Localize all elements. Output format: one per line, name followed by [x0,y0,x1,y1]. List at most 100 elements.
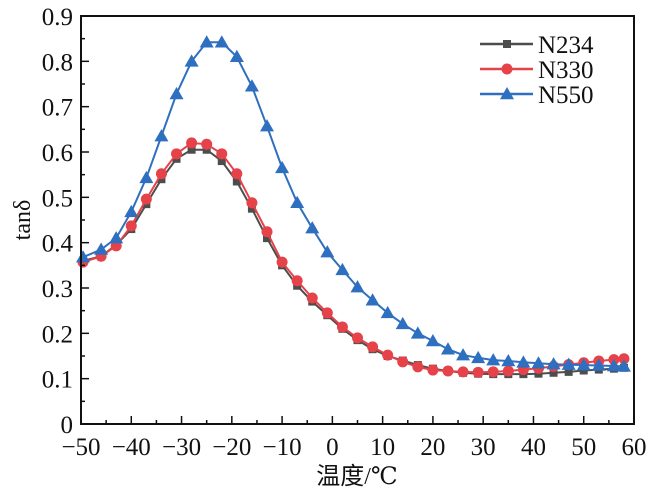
x-tick-label: −10 [263,434,302,461]
data-point-n330 [321,307,333,319]
legend-marker-triangle [500,87,514,100]
data-point-n234 [564,367,573,376]
data-point-n234 [263,234,272,243]
x-tick-label: 50 [571,434,596,461]
series-n234 [79,145,628,379]
legend-label: N550 [538,82,594,109]
y-tick-label: 0.1 [42,367,73,394]
data-point-n550 [440,342,455,355]
data-point-n330 [352,332,363,344]
y-tick-label: 0.7 [42,95,73,122]
data-point-n550 [606,358,621,372]
data-point-n550 [576,358,591,371]
series-n330 [77,137,630,378]
data-point-n330 [276,256,288,268]
x-axis-ticks [80,416,635,424]
x-tick-label: 10 [370,434,395,461]
data-point-n330 [618,353,630,365]
y-tick-label: 0.9 [42,4,73,31]
data-point-n550 [425,334,440,347]
y-axis-tick-labels: 0 0.1 0.2 0.3 0.4 0.5 0.6 0.7 0.8 0.9 [42,4,74,439]
x-tick-label: −30 [162,434,201,461]
data-point-n550 [616,359,631,372]
data-point-n550 [350,280,365,293]
data-point-n550 [139,170,154,184]
data-point-n234 [187,145,196,154]
data-point-n330 [186,137,198,149]
data-point-n550 [290,195,305,209]
y-tick-label: 0 [61,412,74,439]
data-point-n550 [486,353,501,366]
x-axis-title: 温度/℃ [316,463,398,490]
y-tick-label: 0.3 [42,276,73,303]
data-point-n330 [412,361,424,373]
y-tick-label: 0.5 [42,185,73,212]
data-point-n330 [427,364,439,376]
data-point-n330 [397,356,409,368]
data-point-n330 [442,365,454,377]
series-n550 [76,35,631,372]
data-point-n550 [591,358,606,371]
data-point-n550 [531,356,546,369]
y-axis-ticks [81,15,89,425]
data-point-n550 [260,119,275,132]
x-tick-label: −20 [212,434,251,461]
y-axis-title: tanδ [10,200,36,241]
data-point-n550 [244,79,259,92]
data-point-n234 [549,368,558,377]
data-point-n330 [291,275,303,287]
data-point-n550 [501,353,516,367]
x-tick-label: 0 [326,434,339,461]
data-point-n550 [410,326,425,339]
data-point-n550 [229,49,244,63]
x-tick-label: −40 [112,434,151,461]
x-tick-label: 20 [420,434,445,461]
x-tick-label: 40 [521,434,546,461]
data-point-n550 [320,245,335,258]
data-point-n330 [382,349,394,361]
data-point-n330 [155,168,167,180]
data-point-n550 [124,204,139,218]
x-tick-label: 60 [622,434,647,461]
data-point-n330 [216,148,228,160]
data-point-n550 [305,221,320,234]
data-point-n550 [335,262,350,276]
legend-marker-circle [501,63,513,75]
data-point-n234 [579,366,588,375]
data-point-n550 [214,35,229,48]
data-point-n330 [201,138,213,150]
data-point-n550 [456,348,471,361]
y-tick-label: 0.8 [42,49,73,76]
data-point-n550 [561,357,576,370]
data-point-n330 [246,197,258,209]
x-tick-label: 30 [471,434,496,461]
y-tick-label: 0.2 [42,321,73,348]
data-point-n234 [232,177,241,186]
data-point-n550 [199,35,214,48]
data-point-n330 [472,366,484,378]
y-tick-label: 0.4 [42,231,74,258]
x-tick-label: −50 [61,434,100,461]
data-point-n234 [247,204,256,213]
data-point-n550 [94,242,109,255]
legend-item-n234: N234 [480,32,594,59]
data-point-n550 [516,355,531,368]
legend-marker-square [503,40,511,48]
data-point-n330 [171,148,183,160]
data-point-n550 [380,305,395,319]
data-point-n330 [231,168,243,180]
data-point-n550 [365,293,380,306]
data-point-n550 [546,357,561,370]
data-point-n550 [184,54,199,67]
legend-label: N234 [538,32,594,59]
data-point-n330 [140,193,152,205]
data-point-n234 [217,157,226,166]
data-point-n330 [457,366,469,378]
legend-label: N330 [538,57,594,84]
data-point-n330 [487,366,499,378]
data-point-n330 [261,226,273,238]
x-axis-tick-labels: −50 −40 −30 −20 −10 0 10 20 30 40 50 60 [61,434,646,461]
data-point-n330 [502,365,514,377]
